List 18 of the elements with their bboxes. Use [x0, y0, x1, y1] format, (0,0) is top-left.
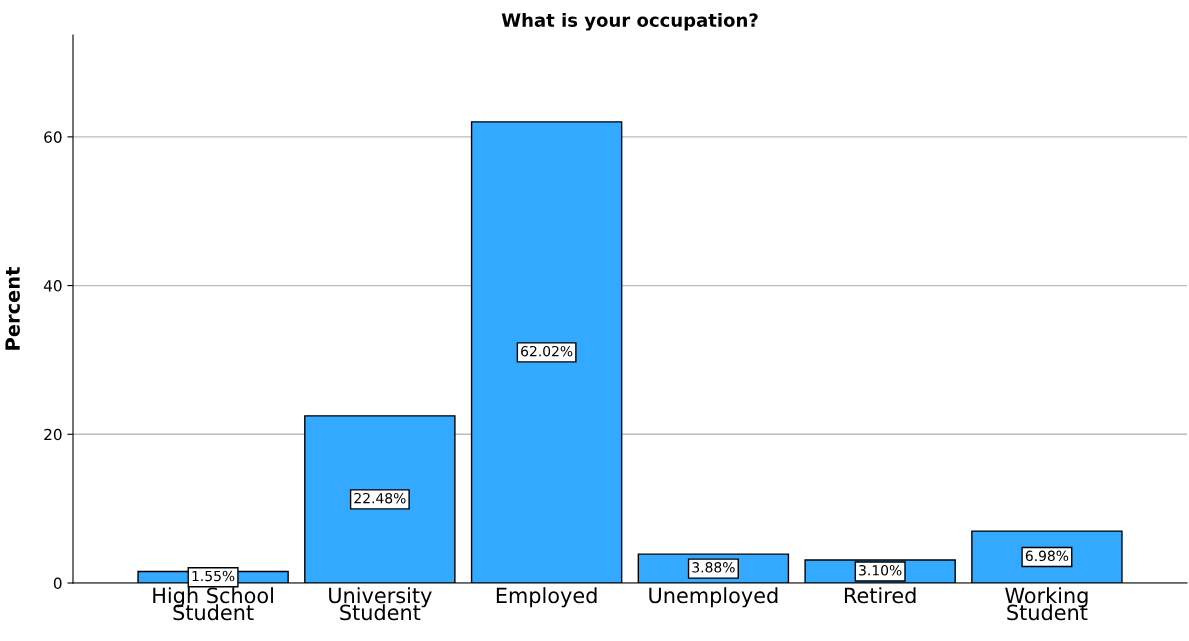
y-axis-title: Percent — [5, 267, 20, 350]
data-label: 1.55% — [192, 570, 235, 582]
y-tick-label: 60 — [44, 131, 62, 143]
data-label: 6.98% — [1025, 550, 1069, 562]
y-tick-label: 40 — [43, 280, 62, 292]
x-tick-label: University Student — [329, 587, 432, 621]
data-label: 62.02% — [521, 345, 573, 357]
x-tick-label: Retired — [844, 587, 916, 604]
data-label: 22.48% — [354, 492, 406, 504]
data-label: 3.10% — [859, 565, 902, 576]
x-tick-label: Unemployed — [649, 587, 778, 608]
x-tick-label: High School Student — [153, 587, 273, 621]
y-tick-label: 20 — [44, 428, 62, 441]
x-tick-label: Working Student — [1005, 587, 1088, 621]
y-tick-label: 0 — [53, 577, 62, 590]
x-tick-label: Employed — [496, 587, 597, 608]
data-label: 3.88% — [692, 562, 735, 573]
chart-title: What is your occupation? — [501, 12, 758, 31]
